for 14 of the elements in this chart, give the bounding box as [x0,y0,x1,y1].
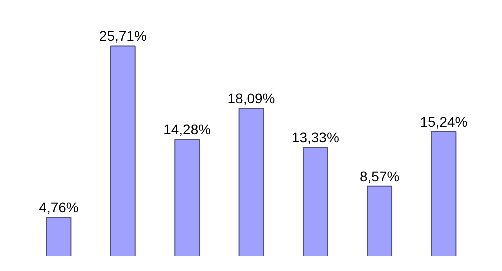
data-label: 4,76% [39,200,79,216]
data-label: 15,24% [420,114,468,130]
bar [46,217,72,256]
data-label: 13,33% [292,129,340,146]
bar [367,186,393,256]
bar [431,131,457,256]
bar [110,46,136,256]
data-label: 18,09% [228,90,276,107]
bar [174,139,200,256]
bar [302,146,328,256]
data-label: 8,57% [360,168,400,184]
bar [238,108,264,256]
data-label: 14,28% [164,122,212,138]
data-label: 25,71% [99,28,147,44]
